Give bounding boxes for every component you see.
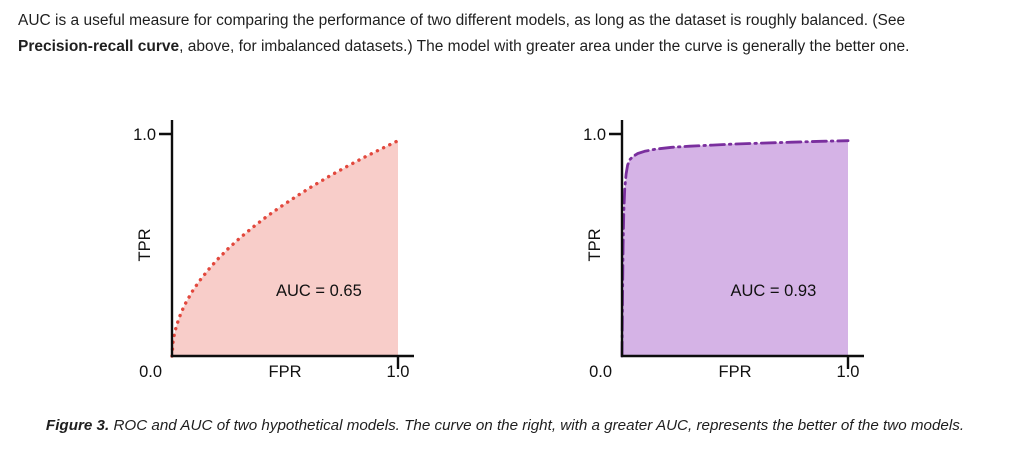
y-tick-label-1: 1.0 — [583, 126, 606, 144]
x-tick-label-1: 1.0 — [837, 363, 860, 381]
intro-text-before: AUC is a useful measure for comparing th… — [18, 12, 906, 29]
x-axis-label: FPR — [719, 363, 752, 381]
y-axis-label: TPR — [586, 228, 604, 261]
axis-ticks — [609, 132, 850, 369]
intro-paragraph: AUC is a useful measure for comparing th… — [18, 8, 962, 60]
figure-caption: Figure 3. ROC and AUC of two hypothetica… — [0, 417, 1010, 434]
origin-label: 0.0 — [139, 363, 162, 381]
auc-area — [172, 140, 398, 356]
roc-chart-high-auc-svg: 1.0 0.0 FPR 1.0 TPR AUC = 0.93 — [583, 120, 864, 381]
roc-chart-low-auc: 1.0 0.0 FPR 1.0 TPR AUC = 0.65 — [120, 106, 460, 406]
axes — [170, 120, 414, 358]
x-axis-label: FPR — [269, 363, 302, 381]
x-tick-label-1: 1.0 — [387, 363, 410, 381]
figure-caption-label: Figure 3. — [45, 417, 110, 434]
roc-curve — [170, 139, 400, 358]
auc-area — [622, 140, 848, 356]
roc-curve — [620, 139, 850, 358]
intro-text-after: , above, for imbalanced datasets.) The m… — [179, 38, 910, 55]
roc-chart-low-auc-svg: 1.0 0.0 FPR 1.0 TPR AUC = 0.65 — [133, 120, 414, 381]
axis-ticks — [159, 132, 400, 369]
axes — [620, 120, 864, 358]
roc-chart-high-auc: 1.0 0.0 FPR 1.0 TPR AUC = 0.93 — [570, 106, 910, 406]
precision-recall-curve-ref: Precision-recall curve — [18, 38, 180, 55]
auc-annotation: AUC = 0.65 — [276, 282, 362, 300]
figure-caption-text: ROC and AUC of two hypothetical models. … — [109, 417, 965, 434]
y-tick-label-1: 1.0 — [133, 126, 156, 144]
y-axis-label: TPR — [136, 228, 154, 261]
origin-label: 0.0 — [589, 363, 612, 381]
auc-annotation: AUC = 0.93 — [731, 282, 817, 300]
